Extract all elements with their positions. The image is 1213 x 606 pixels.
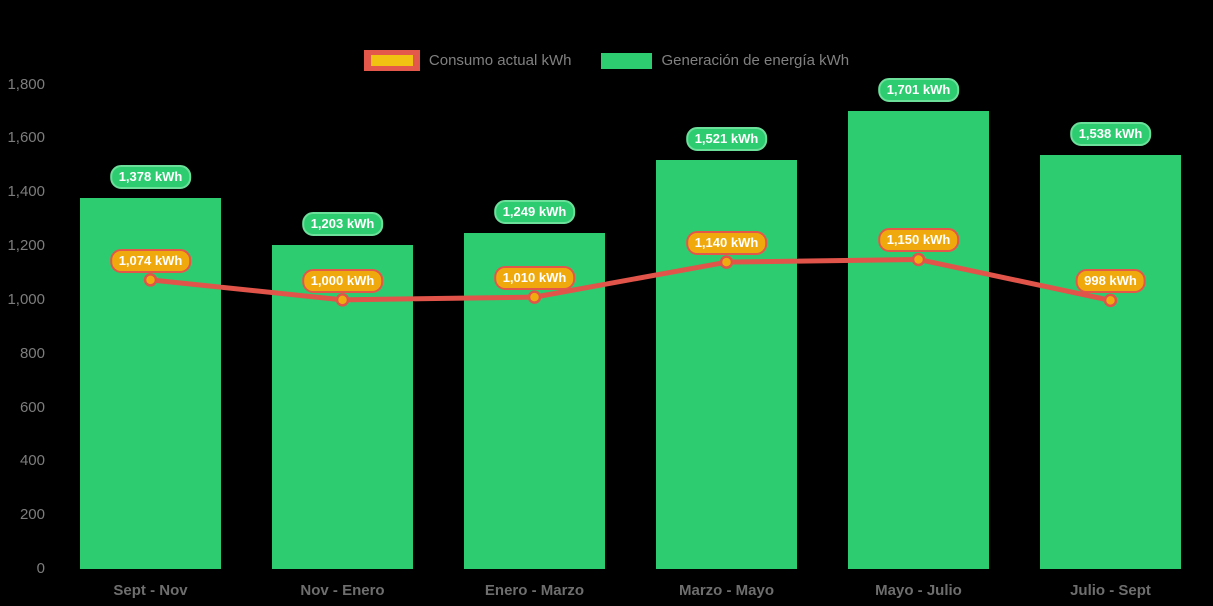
chart-legend: Consumo actual kWh Generación de energía… [0,50,1213,71]
y-axis-label: 200 [19,506,45,524]
legend-item-generation[interactable]: Generación de energía kWh [601,50,849,71]
consumption-value-badge: 1,010 kWh [493,266,576,291]
y-axis-label: 800 [19,344,45,362]
y-axis-label: 1,200 [7,237,45,254]
generation-bar[interactable] [848,111,989,569]
x-axis-label: Enero - Marzo [484,582,585,599]
consumption-swatch-icon [363,50,420,71]
y-axis-label: 0 [36,560,45,577]
generation-value-badge: 1,203 kWh [301,212,384,237]
generation-value-badge: 1,249 kWh [493,199,576,224]
generation-value-badge: 1,378 kWh [109,165,192,190]
x-axis-label: Mayo - Julio [875,582,962,599]
y-axis-label: 1,800 [7,75,45,93]
x-axis-label: Sept - Nov [113,582,188,599]
x-axis-label: Marzo - Mayo [678,582,774,599]
consumption-value-badge: 998 kWh [1075,269,1146,294]
legend-item-consumption[interactable]: Consumo actual kWh [363,50,572,71]
legend-label-generation: Generación de energía kWh [661,52,850,69]
generation-value-badge: 1,521 kWh [685,126,768,151]
y-axis-label: 1,600 [7,129,45,147]
generation-swatch-icon [601,52,653,69]
consumption-swatch-inner [370,55,413,66]
y-axis-label: 1,400 [7,183,45,201]
generation-value-badge: 1,701 kWh [877,78,960,103]
y-axis-label: 400 [19,452,45,470]
generation-bar[interactable] [272,245,413,569]
legend-label-consumption: Consumo actual kWh [428,52,572,69]
generation-value-badge: 1,538 kWh [1069,122,1152,147]
consumption-value-badge: 1,140 kWh [685,231,768,256]
consumption-value-badge: 1,150 kWh [877,228,960,253]
y-axis-label: 600 [19,398,45,416]
consumption-value-badge: 1,000 kWh [301,268,384,293]
consumption-value-badge: 1,074 kWh [109,248,192,273]
generation-bar[interactable] [1040,155,1181,569]
x-axis-label: Julio - Sept [1070,582,1151,599]
y-axis-label: 1,000 [7,290,45,308]
generation-bar[interactable] [656,159,797,569]
x-axis-label: Nov - Enero [300,582,385,599]
